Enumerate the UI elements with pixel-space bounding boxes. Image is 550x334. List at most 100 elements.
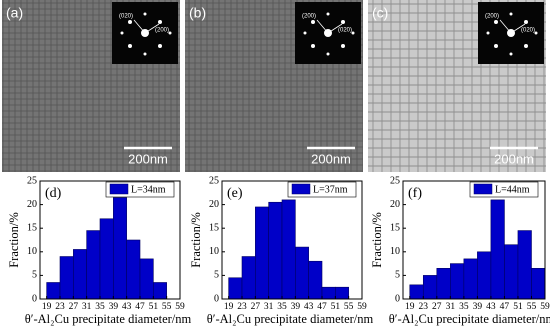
diffraction-spot — [524, 20, 528, 24]
histogram-bar — [113, 197, 127, 300]
x-tick-label: 43 — [122, 302, 132, 312]
y-tick-label: 20 — [209, 199, 219, 210]
y-tick-label: 0 — [32, 293, 37, 304]
panel-label: (d) — [45, 186, 62, 201]
diffraction-spot — [326, 52, 330, 56]
scale-bar-label: 200nm — [311, 151, 351, 166]
x-tick-label: 55 — [527, 302, 537, 312]
x-tick-label: 31 — [446, 302, 456, 312]
diffraction-spot — [509, 52, 513, 56]
inset-arrow — [499, 19, 512, 34]
histogram-bar — [422, 275, 438, 300]
diffraction-spot — [311, 20, 315, 24]
plot-frame — [402, 180, 546, 300]
histogram-bar — [126, 239, 141, 300]
legend-swatch — [291, 183, 311, 195]
y-tick-label: 5 — [395, 270, 400, 281]
x-tick-label: 19 — [224, 302, 234, 312]
histogram-bar — [255, 206, 269, 300]
diffraction-spot — [486, 31, 490, 35]
histogram-bar — [450, 263, 465, 300]
x-tick-label: 31 — [264, 302, 274, 312]
inset-label: (200) — [155, 28, 169, 34]
histogram-bar — [281, 199, 296, 300]
y-tick-label: 15 — [390, 222, 400, 233]
histogram-bar — [295, 246, 309, 300]
x-tick-label: 59 — [357, 302, 367, 312]
diffraction-spot — [168, 31, 172, 35]
histogram-bar — [436, 268, 451, 300]
diffraction-spot — [120, 31, 124, 35]
legend-swatch — [109, 183, 129, 195]
diffraction-spot — [326, 12, 330, 16]
y-tick-label: 25 — [27, 175, 37, 186]
histogram-bar — [73, 249, 87, 300]
panel-label: (c) — [372, 5, 388, 21]
x-tick-label: 35 — [95, 302, 105, 312]
x-tick-label: 39 — [109, 302, 119, 312]
diffraction-spot — [494, 44, 498, 48]
y-axis-label: Fraction/% — [189, 212, 203, 268]
x-tick-label: 55 — [162, 302, 172, 312]
inset-arrow — [316, 19, 329, 34]
histogram-bar — [139, 258, 154, 300]
diffraction-spot — [158, 44, 162, 48]
diffraction-spot — [128, 20, 132, 24]
histogram-bar — [531, 268, 546, 300]
inset-arrow — [327, 23, 343, 34]
x-axis-label: θ′-Al₂Cu precipitate diameter/nm — [25, 312, 192, 326]
x-tick-label: 31 — [82, 302, 92, 312]
histogram-bar — [463, 258, 478, 300]
histogram-bar — [241, 256, 256, 300]
diffraction-spot — [494, 20, 498, 24]
inset-label: (200) — [485, 14, 499, 20]
y-axis-label: Fraction/% — [7, 212, 21, 268]
y-tick-label: 15 — [27, 222, 37, 233]
y-tick-label: 10 — [27, 246, 37, 257]
x-tick-label: 27 — [251, 302, 261, 312]
x-tick-label: 27 — [432, 302, 442, 312]
plot-frame — [39, 180, 181, 300]
inset-label: (200) — [302, 14, 316, 20]
diffraction-spot — [341, 20, 345, 24]
y-tick-label: 20 — [27, 199, 37, 210]
inset-label: (020) — [338, 28, 352, 34]
y-tick-label: 5 — [32, 270, 37, 281]
histogram-bar — [409, 284, 424, 300]
histogram-bar — [268, 201, 283, 300]
x-tick-label: 19 — [42, 302, 52, 312]
y-tick-label: 25 — [209, 175, 219, 186]
inset-label: (020) — [119, 14, 133, 20]
x-tick-label: 23 — [419, 302, 429, 312]
x-axis-label: θ′-Al₂Cu precipitate diameter/nm — [207, 312, 374, 326]
histogram-bar — [335, 286, 349, 300]
y-tick-label: 0 — [395, 293, 400, 304]
y-tick-label: 20 — [390, 199, 400, 210]
x-tick-label: 51 — [513, 302, 523, 312]
diffraction-spot — [158, 20, 162, 24]
x-tick-label: 59 — [540, 302, 550, 312]
panel-label: (e) — [227, 186, 243, 201]
diffraction-spot — [524, 44, 528, 48]
x-tick-label: 27 — [69, 302, 79, 312]
inset-arrow — [144, 23, 160, 34]
diffraction-spot — [509, 12, 513, 16]
histogram-bar — [517, 230, 532, 300]
plot-frame — [221, 180, 363, 300]
x-tick-label: 35 — [459, 302, 469, 312]
x-tick-label: 47 — [317, 302, 327, 312]
inset-label: (020) — [521, 28, 535, 34]
inset-arrow — [510, 23, 526, 34]
x-tick-label: 23 — [237, 302, 247, 312]
legend-label: L=37nm — [313, 184, 348, 195]
x-tick-label: 47 — [500, 302, 510, 312]
x-tick-label: 19 — [405, 302, 415, 312]
x-tick-label: 39 — [473, 302, 483, 312]
y-axis-label: Fraction/% — [370, 212, 384, 268]
x-tick-label: 23 — [55, 302, 65, 312]
histogram-bar — [59, 256, 74, 300]
y-tick-label: 10 — [390, 246, 400, 257]
histogram-bar — [321, 286, 336, 300]
y-tick-label: 25 — [390, 175, 400, 186]
